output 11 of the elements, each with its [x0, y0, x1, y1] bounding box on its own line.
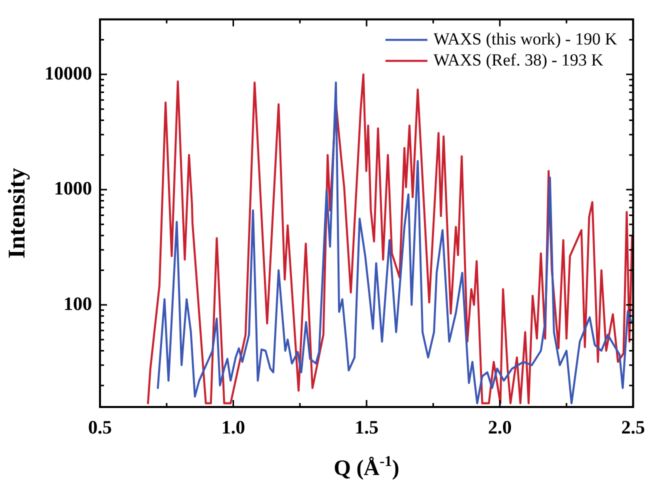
- y-axis-title: Intensity: [4, 168, 31, 259]
- x-tick-label: 0.5: [88, 417, 112, 438]
- y-tick-label: 100: [64, 294, 92, 315]
- x-tick-label: 2.0: [488, 417, 512, 438]
- y-tick-label: 10000: [44, 63, 92, 84]
- x-tick-label: 1.0: [221, 417, 246, 438]
- x-tick-label: 1.5: [354, 417, 378, 438]
- x-tick-label: 2.5: [621, 417, 645, 438]
- y-tick-label: 1000: [54, 178, 92, 200]
- legend-label: WAXS (this work) - 190 K: [433, 29, 618, 48]
- legend-label: WAXS (Ref. 38) - 193 K: [433, 50, 604, 70]
